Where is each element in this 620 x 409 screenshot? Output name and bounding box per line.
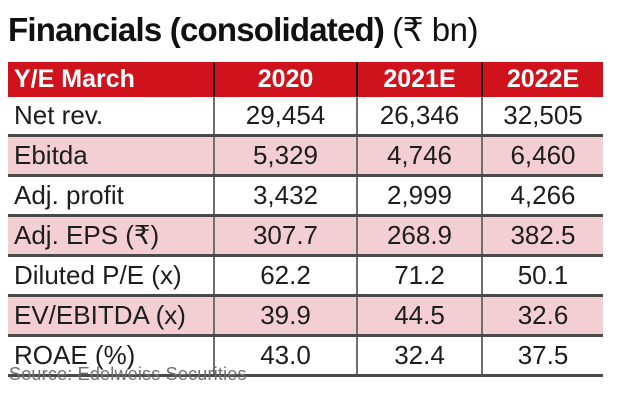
table-row-adj-eps: Adj. EPS (₹) 307.7 268.9 382.5 — [8, 214, 603, 256]
cell-value: 32.4 — [356, 334, 482, 377]
cell-value: 32.6 — [481, 294, 603, 336]
table-row-ebitda: Ebitda 5,329 4,746 6,460 — [8, 134, 603, 176]
row-label: Diluted P/E (x) — [8, 254, 214, 296]
table-row-roae: ROAE (%) 43.0 32.4 37.5 — [8, 334, 603, 377]
table-row-adj-profit: Adj. profit 3,432 2,999 4,266 — [8, 174, 603, 216]
page-title: Financials (consolidated) (₹ bn) — [8, 8, 478, 52]
cell-value: 26,346 — [356, 97, 482, 136]
source-attribution: Source: Edelweiss Securities — [9, 364, 247, 384]
cell-value: 2,999 — [356, 174, 482, 216]
cell-value: 29,454 — [213, 97, 357, 136]
table-header-row: Y/E March 2020 2021E 2022E — [8, 62, 603, 97]
table-row-net-rev: Net rev. 29,454 26,346 32,505 — [8, 97, 603, 136]
cell-value: 71.2 — [356, 254, 482, 296]
row-label: EV/EBITDA (x) — [8, 294, 214, 336]
table-row-diluted-pe: Diluted P/E (x) 62.2 71.2 50.1 — [8, 254, 603, 296]
title-main: Financials (consolidated) — [8, 11, 385, 48]
cell-value: 307.7 — [213, 214, 357, 256]
row-label: Net rev. — [14, 100, 104, 130]
cell-value: 43.0 — [213, 334, 357, 377]
cell-value: 39.9 — [213, 294, 357, 336]
column-header-2022e: 2022E — [481, 62, 603, 97]
cell-value: 6,460 — [481, 134, 603, 176]
row-label: Ebitda — [8, 134, 214, 176]
row-label: Adj. EPS (₹) — [8, 214, 214, 256]
cell-value: 50.1 — [481, 254, 603, 296]
row-label: Adj. profit — [8, 174, 214, 216]
cell-value: 268.9 — [356, 214, 482, 256]
cell-value: 44.5 — [356, 294, 482, 336]
title-unit: (₹ bn) — [392, 11, 478, 48]
column-header-2020: 2020 — [213, 62, 357, 97]
cell-value: 62.2 — [213, 254, 357, 296]
cell-value: 4,266 — [481, 174, 603, 216]
financials-table: Y/E March 2020 2021E 2022E Net rev. 29,4… — [8, 62, 603, 377]
cell-value: 4,746 — [356, 134, 482, 176]
column-header-2021e: 2021E — [356, 62, 482, 97]
table-row-ev-ebitda: EV/EBITDA (x) 39.9 44.5 32.6 — [8, 294, 603, 336]
cell-value: 32,505 — [481, 97, 603, 136]
cell-value: 37.5 — [481, 334, 603, 377]
cell-value: 5,329 — [213, 134, 357, 176]
row-label: ROAE (%) — [8, 334, 214, 377]
column-header-ye-march: Y/E March — [8, 62, 214, 97]
cell-value: 3,432 — [213, 174, 357, 216]
cell-value: 382.5 — [481, 214, 603, 256]
